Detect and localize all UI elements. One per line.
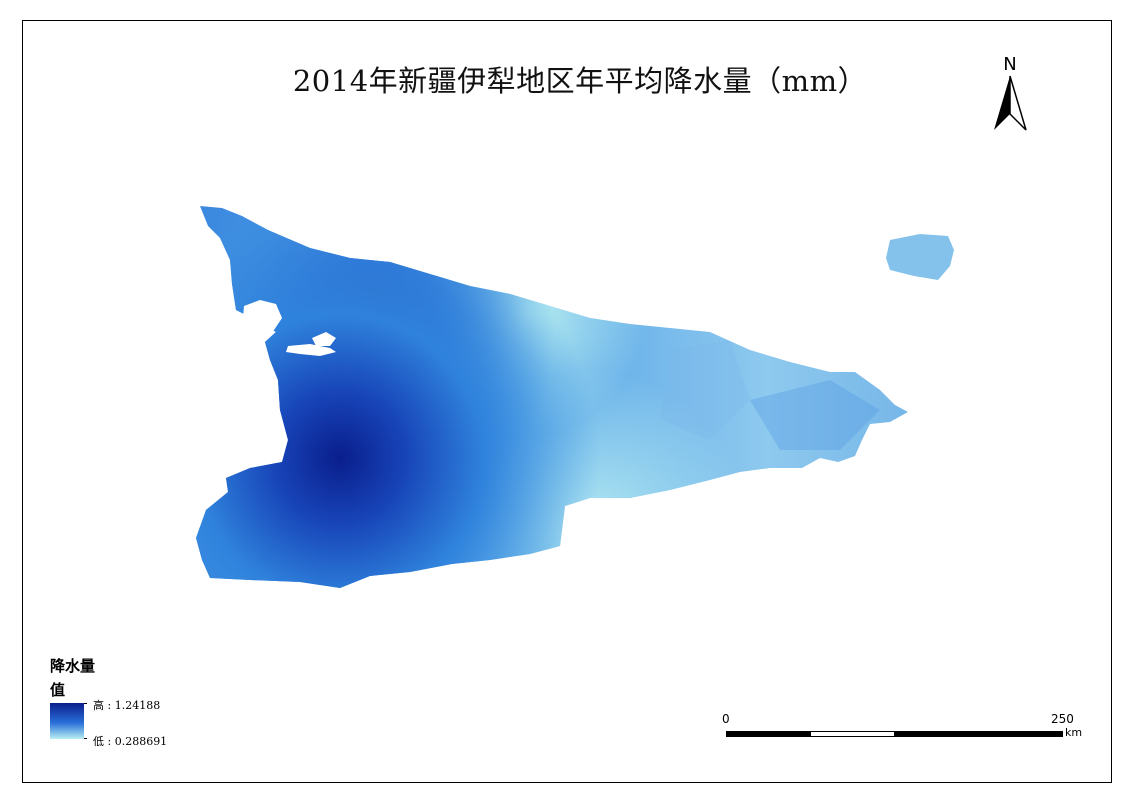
enclave-polygon — [886, 234, 954, 280]
scale-end-label: 250 — [1051, 712, 1074, 726]
scale-bar: 0 250 km — [720, 710, 1090, 750]
legend: 降水量 值 高 : 1.24188 低 : 0.288691 — [50, 655, 250, 750]
scale-start-label: 0 — [722, 712, 730, 726]
legend-tick-high — [84, 703, 87, 704]
north-label: N — [1003, 54, 1016, 75]
map-frame — [22, 20, 1112, 783]
legend-low-label: 低 : 0.288691 — [93, 735, 168, 748]
precipitation-surface — [196, 206, 908, 588]
north-arrow-left-half — [994, 76, 1010, 130]
scale-unit-label: km — [1065, 726, 1083, 739]
ili-region-raster — [196, 206, 954, 588]
lake-hole-north — [242, 300, 282, 342]
lake-hole-middle — [286, 344, 336, 356]
north-arrow: N — [988, 52, 1032, 134]
legend-color-ramp — [50, 703, 84, 739]
legend-tick-low — [84, 738, 87, 739]
precipitation-map — [190, 200, 960, 595]
scale-segment-3 — [894, 731, 1063, 737]
lake-hole-small — [312, 332, 336, 346]
legend-high-label: 高 : 1.24188 — [93, 699, 161, 712]
scale-segment-2 — [810, 731, 895, 737]
north-arrow-right-half — [1009, 75, 1027, 131]
legend-subtitle: 值 — [50, 681, 66, 699]
map-title: 2014年新疆伊犁地区年平均降水量（mm） — [292, 64, 868, 98]
legend-title: 降水量 — [50, 657, 96, 675]
scale-segment-1 — [726, 731, 811, 737]
north-arrow-icon: N — [994, 54, 1027, 131]
